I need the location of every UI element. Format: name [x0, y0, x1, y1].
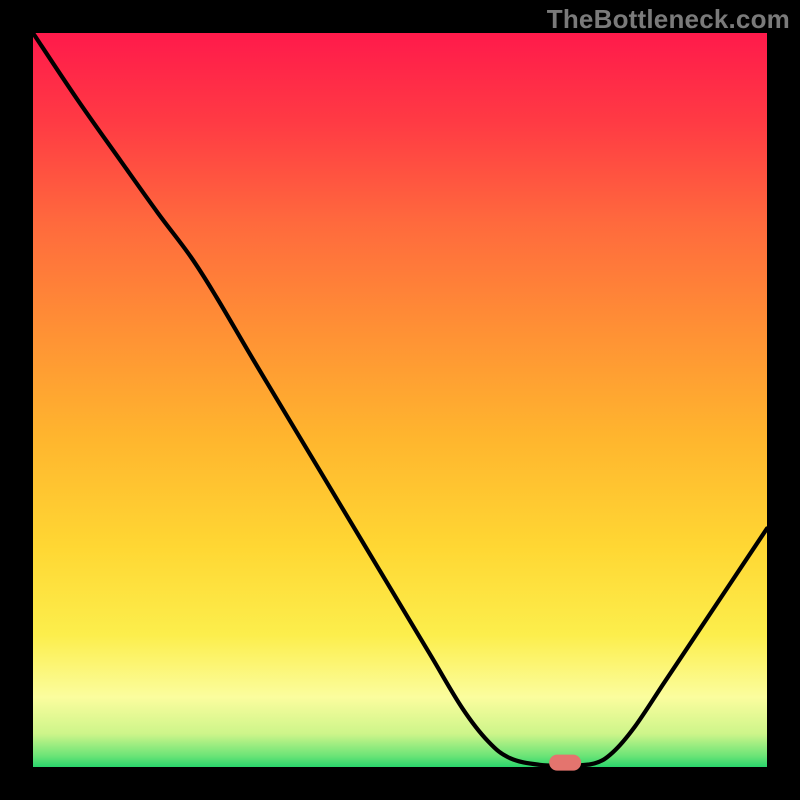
optimal-marker	[549, 755, 581, 771]
watermark-text: TheBottleneck.com	[547, 4, 790, 35]
bottleneck-chart	[0, 0, 800, 800]
plot-gradient	[33, 33, 767, 767]
